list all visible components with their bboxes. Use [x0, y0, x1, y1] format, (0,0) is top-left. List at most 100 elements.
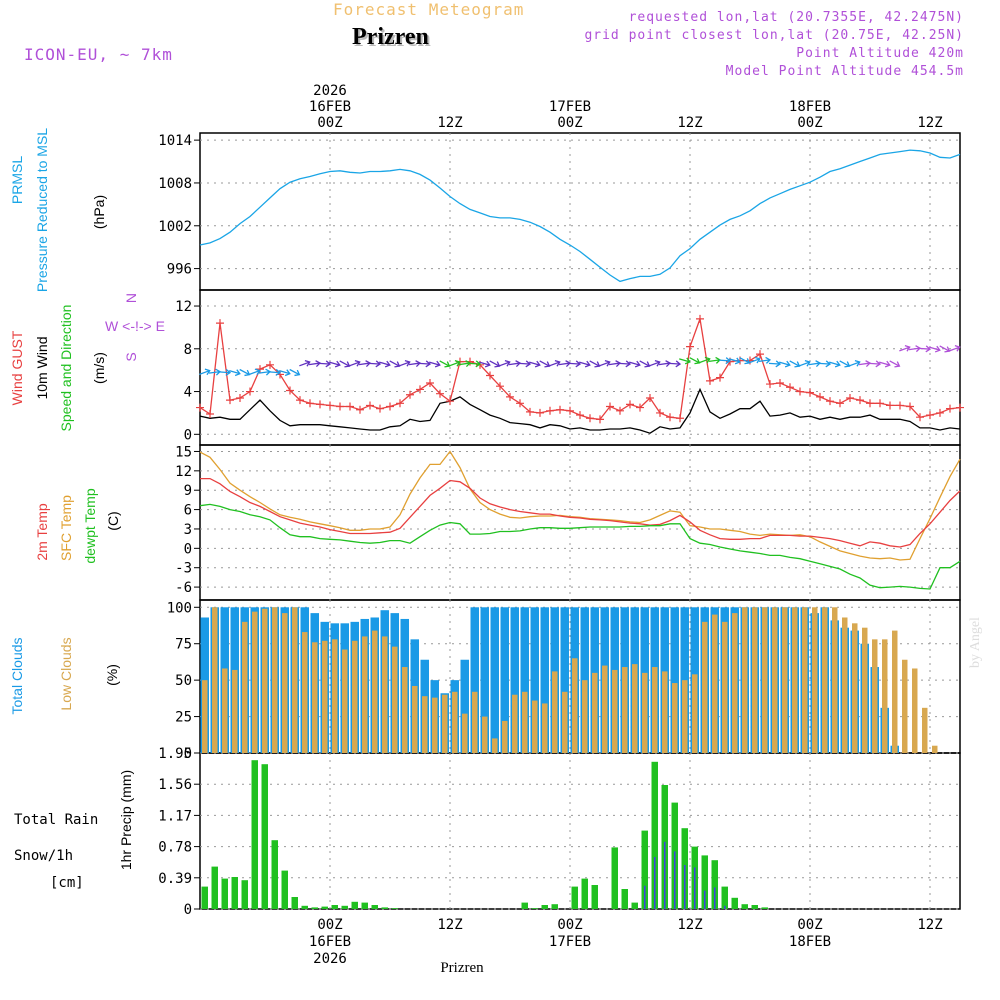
- wind-arrow-shape: [199, 368, 211, 376]
- sfc-temp-line: [199, 450, 961, 561]
- wind-arrow-shape: [639, 360, 651, 368]
- wind-arrow: [508, 360, 522, 368]
- rain-bar: [761, 907, 768, 909]
- wind-arrow-shape: [618, 360, 632, 368]
- low-cloud-bar: [692, 674, 698, 753]
- rain-bar: [301, 905, 308, 909]
- total-cloud-bar: [670, 607, 679, 753]
- wind-arrow: [539, 360, 551, 368]
- wind-arrow: [249, 368, 261, 376]
- gust-marker: [716, 373, 724, 382]
- wind-arrow: [618, 360, 632, 368]
- low-cloud-bar: [202, 680, 208, 753]
- rain-bar: [251, 760, 258, 909]
- chart-subtitle: Forecast Meteogram: [333, 0, 525, 19]
- wind-arrow-shape: [568, 360, 582, 368]
- low-cloud-bar: [462, 713, 468, 753]
- low-cloud-bar: [702, 621, 708, 753]
- wind-arrow-shape: [418, 360, 432, 368]
- wind-arrow-shape: [858, 360, 872, 368]
- low-cloud-bar: [342, 649, 348, 753]
- rain-bar: [321, 906, 328, 909]
- y-tick-label: 0: [184, 427, 192, 443]
- y-tick-label: 6: [184, 503, 192, 519]
- wind-arrow: [629, 360, 641, 368]
- rain-bar: [281, 870, 288, 909]
- time-label-bottom: 12Z: [917, 917, 942, 933]
- ylabel-wind: 10m Wind: [34, 336, 50, 399]
- wind-arrow-shape: [399, 359, 411, 367]
- wind-arrow: [329, 360, 341, 368]
- rain-bar: [571, 886, 578, 909]
- ylabel-pressure: Pressure Reduced to MSL: [34, 128, 50, 292]
- rain-bar: [261, 764, 268, 909]
- low-cloud-bar: [712, 614, 718, 753]
- wind-arrow: [768, 360, 782, 368]
- wind-arrow: [429, 360, 441, 368]
- low-cloud-bar: [662, 671, 668, 753]
- requested-coords: requested lon,lat (20.7355E, 42.2475N): [628, 10, 964, 25]
- point-altitude: Point Altitude 420m: [796, 46, 964, 61]
- gust-marker: [946, 404, 954, 413]
- time-label-bottom: 12Z: [437, 917, 462, 933]
- gust-marker: [316, 400, 324, 409]
- total-cloud-bar: [580, 607, 589, 753]
- ylabel-celsius: (C): [105, 511, 121, 530]
- time-label-bottom: 17FEB: [549, 934, 591, 950]
- wind-arrow: [499, 359, 511, 367]
- rain-bar: [731, 897, 738, 909]
- wind-arrow: [639, 360, 651, 368]
- time-label-top: 00Z: [797, 115, 822, 131]
- rain-bar: [751, 905, 758, 909]
- wind-arrow: [339, 360, 351, 368]
- ylabel-direction: Speed and Direction: [58, 305, 74, 432]
- compass-label: N: [123, 293, 139, 303]
- model-altitude: Model Point Altitude 454.5m: [725, 64, 964, 79]
- wind-arrow-shape: [308, 360, 322, 368]
- wind-arrow-shape: [339, 360, 351, 368]
- wind-arrow-shape: [889, 360, 901, 368]
- gust-marker: [426, 379, 434, 387]
- wind-arrow: [299, 359, 311, 367]
- gust-marker: [776, 379, 784, 387]
- wind-arrow: [779, 360, 791, 368]
- compass-label: W <-!-> E: [105, 318, 165, 334]
- wind-arrow-shape: [549, 359, 561, 367]
- y-tick-label: 8: [184, 342, 192, 358]
- time-label-top: 00Z: [557, 115, 582, 131]
- wind-arrow: [449, 359, 461, 367]
- snow-bar: [664, 841, 666, 909]
- t2m-line: [200, 477, 961, 548]
- wind-arrow-shape: [349, 359, 361, 367]
- low-cloud-bar: [542, 703, 548, 753]
- total-cloud-bar: [470, 607, 479, 753]
- rain-bar: [591, 885, 598, 909]
- rain-bar: [351, 901, 358, 909]
- wind-arrow: [399, 359, 411, 367]
- wind-arrow: [289, 368, 301, 377]
- wind-arrow-shape: [839, 360, 851, 368]
- y-tick-label: 1008: [158, 176, 192, 192]
- snow-bar: [674, 851, 676, 909]
- rain-bar: [201, 886, 208, 909]
- wind-arrow: [268, 368, 282, 376]
- gust-marker: [536, 408, 544, 417]
- y-tick-label: 0: [184, 746, 192, 762]
- wind-arrow-shape: [318, 360, 332, 368]
- wind-arrow: [649, 359, 661, 367]
- gust-marker: [436, 389, 444, 398]
- wind-arrow-shape: [249, 368, 261, 376]
- wind-arrow: [889, 360, 901, 368]
- wind-arrow: [789, 360, 801, 368]
- wind-arrow-shape: [908, 345, 922, 353]
- gust-marker: [556, 405, 564, 414]
- low-cloud-bar: [742, 607, 748, 753]
- wind-arrow-shape: [708, 356, 722, 364]
- ylabel-dew: dewpt Temp: [82, 488, 98, 563]
- wind-arrow-shape: [389, 360, 401, 368]
- precip-legend: Total Rain: [14, 812, 98, 828]
- low-cloud-bar: [622, 667, 628, 753]
- rain-bar: [341, 905, 348, 909]
- chart-title: Prizren: [352, 24, 429, 50]
- gust-marker: [286, 386, 294, 395]
